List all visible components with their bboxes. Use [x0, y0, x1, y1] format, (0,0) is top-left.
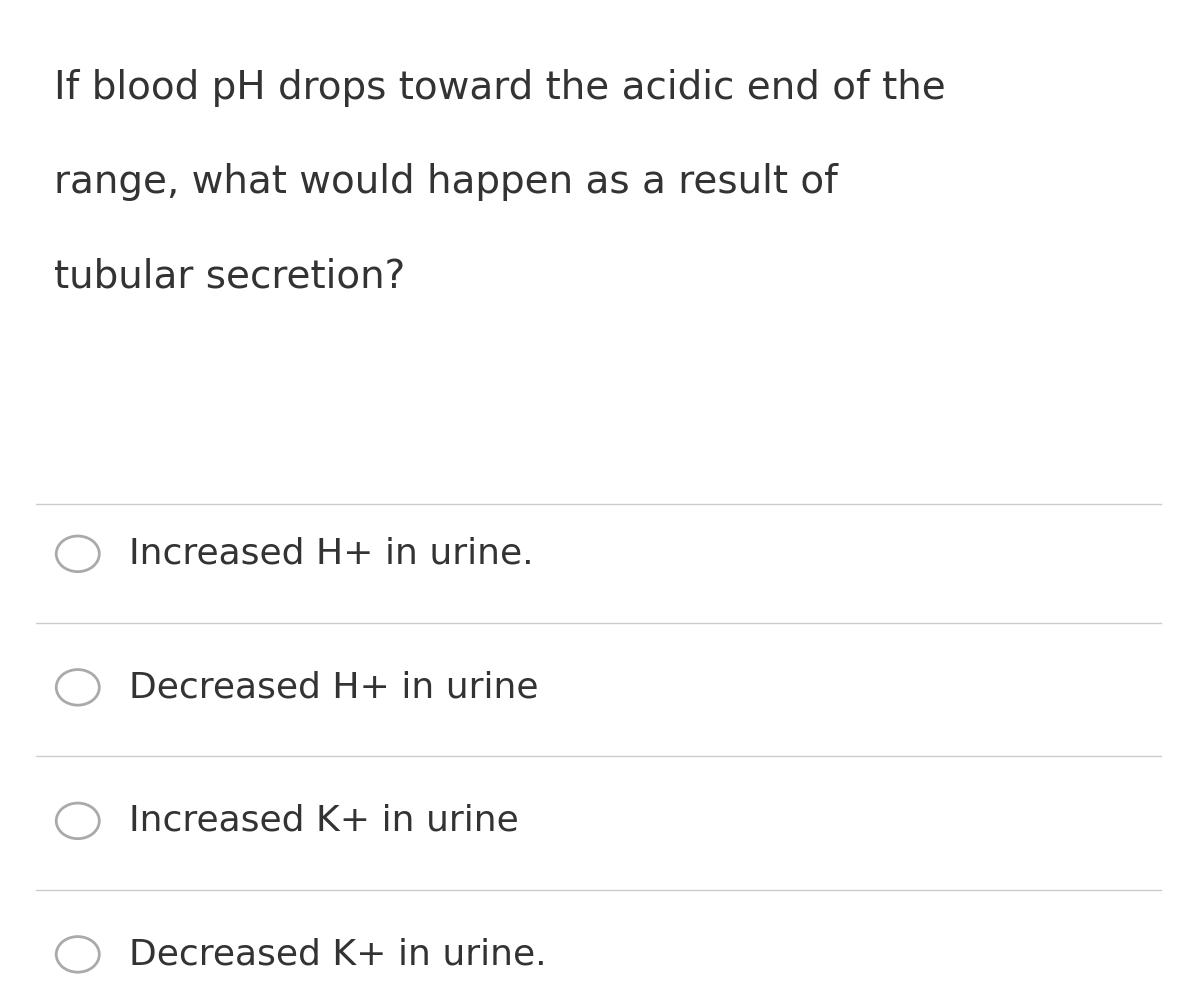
- Text: Increased K+ in urine: Increased K+ in urine: [130, 804, 518, 838]
- Text: range, what would happen as a result of: range, what would happen as a result of: [54, 163, 838, 201]
- Text: Decreased H+ in urine: Decreased H+ in urine: [130, 671, 539, 704]
- Text: Increased H+ in urine.: Increased H+ in urine.: [130, 537, 534, 571]
- Text: tubular secretion?: tubular secretion?: [54, 257, 406, 295]
- Text: If blood pH drops toward the acidic end of the: If blood pH drops toward the acidic end …: [54, 69, 946, 107]
- Text: Decreased K+ in urine.: Decreased K+ in urine.: [130, 938, 547, 971]
